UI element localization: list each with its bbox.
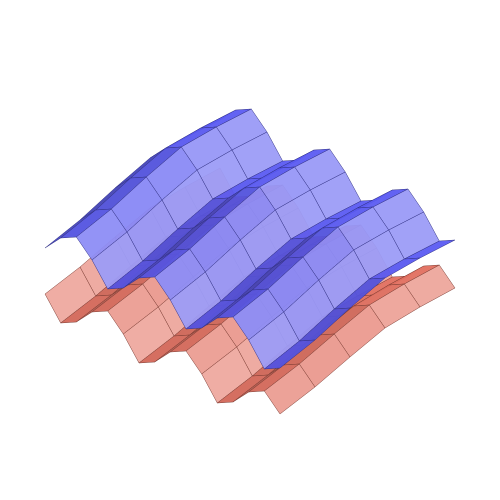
surface-patch: [264, 339, 316, 370]
surface-patch: [264, 363, 316, 415]
